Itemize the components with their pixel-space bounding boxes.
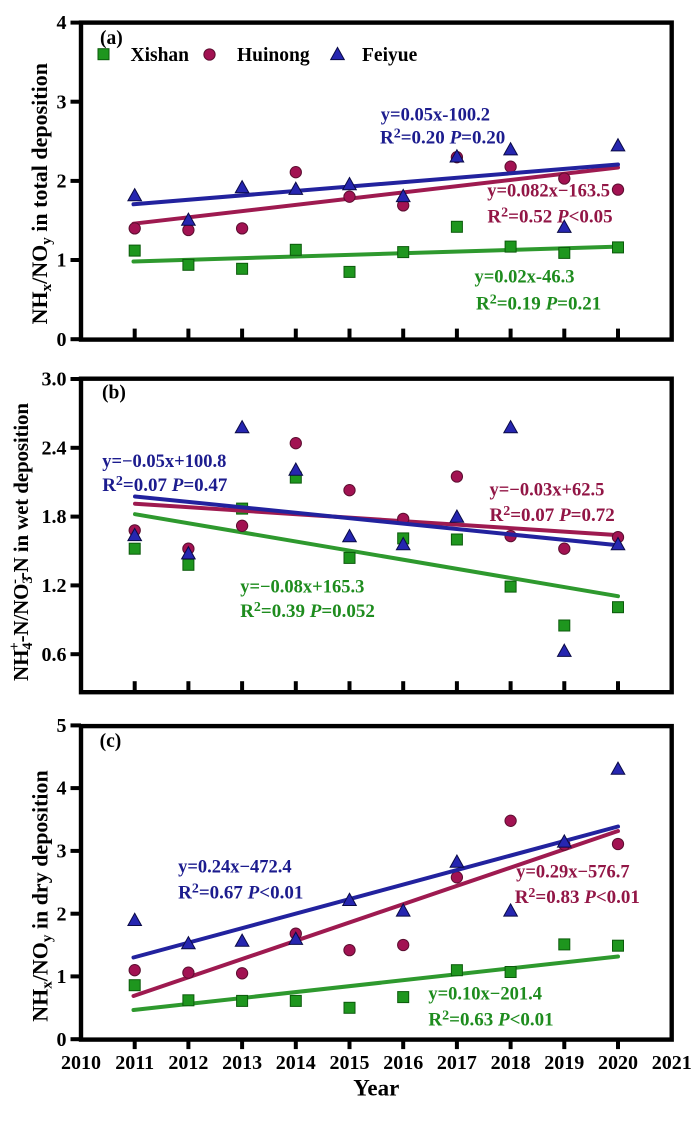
svg-text:y=0.05x-100.2: y=0.05x-100.2 [381, 105, 490, 125]
svg-text:R2=0.39 P=0.052: R2=0.39 P=0.052 [240, 600, 375, 622]
svg-text:R2=0.07 P=0.72: R2=0.07 P=0.72 [490, 504, 615, 526]
svg-text:2020: 2020 [598, 1052, 638, 1074]
svg-text:2: 2 [57, 903, 67, 925]
svg-text:2010: 2010 [61, 1052, 101, 1074]
svg-text:(b): (b) [102, 383, 126, 404]
svg-text:y=0.082x−163.5: y=0.082x−163.5 [487, 182, 610, 202]
svg-text:NHx/NOy in dry deposition: NHx/NOy in dry deposition [28, 770, 56, 1022]
svg-text:y=0.02x-46.3: y=0.02x-46.3 [475, 268, 575, 288]
svg-text:2013: 2013 [222, 1052, 262, 1074]
svg-text:0.6: 0.6 [42, 644, 67, 666]
svg-text:R2=0.83 P<0.01: R2=0.83 P<0.01 [515, 886, 640, 908]
svg-text:2014: 2014 [276, 1052, 316, 1074]
svg-text:2.4: 2.4 [42, 437, 67, 459]
svg-text:4: 4 [57, 778, 67, 800]
svg-text:R2=0.20 P=0.20: R2=0.20 P=0.20 [380, 126, 505, 148]
svg-text:(a): (a) [100, 28, 123, 49]
svg-text:2012: 2012 [168, 1052, 208, 1074]
svg-text:1.2: 1.2 [42, 575, 67, 597]
svg-text:y=0.24x−472.4: y=0.24x−472.4 [178, 858, 292, 878]
svg-text:Huinong: Huinong [237, 45, 310, 66]
svg-text:R2=0.63 P<0.01: R2=0.63 P<0.01 [428, 1009, 553, 1031]
svg-text:y=−0.05x+100.8: y=−0.05x+100.8 [102, 452, 226, 472]
svg-text:(c): (c) [100, 731, 122, 752]
svg-text:1.8: 1.8 [42, 506, 67, 528]
svg-text:NH4+-N/NO3--N in wet depositio: NH4+-N/NO3--N in wet deposition [7, 403, 36, 681]
svg-text:Feiyue: Feiyue [362, 45, 418, 66]
svg-text:2016: 2016 [383, 1052, 423, 1074]
svg-text:Xishan: Xishan [131, 45, 190, 66]
svg-text:5: 5 [57, 715, 67, 737]
svg-text:2018: 2018 [491, 1052, 531, 1074]
svg-text:0: 0 [57, 329, 67, 351]
svg-text:2019: 2019 [544, 1052, 584, 1074]
svg-text:Year: Year [353, 1076, 399, 1101]
svg-text:2011: 2011 [115, 1052, 154, 1074]
svg-text:0: 0 [57, 1029, 67, 1051]
svg-text:y=0.29x−576.7: y=0.29x−576.7 [516, 862, 630, 882]
svg-text:y=−0.08x+165.3: y=−0.08x+165.3 [240, 577, 364, 597]
svg-text:2021: 2021 [652, 1052, 692, 1074]
svg-text:R2=0.67 P<0.01: R2=0.67 P<0.01 [178, 881, 303, 903]
svg-text:y=0.10x−201.4: y=0.10x−201.4 [428, 985, 542, 1005]
svg-text:3: 3 [57, 91, 67, 113]
svg-text:R2=0.19 P=0.21: R2=0.19 P=0.21 [476, 293, 601, 315]
svg-text:2: 2 [57, 171, 67, 193]
svg-text:y=−0.03x+62.5: y=−0.03x+62.5 [490, 481, 605, 501]
svg-text:2017: 2017 [437, 1052, 477, 1074]
svg-text:2015: 2015 [330, 1052, 370, 1074]
svg-text:R2=0.52 P<0.05: R2=0.52 P<0.05 [487, 205, 612, 227]
svg-text:R2=0.07 P=0.47: R2=0.07 P=0.47 [102, 474, 228, 496]
svg-text:1: 1 [57, 966, 67, 988]
svg-text:3.0: 3.0 [42, 369, 67, 391]
svg-text:3: 3 [57, 841, 67, 863]
svg-text:4: 4 [57, 12, 67, 34]
svg-text:NHx/NOy in total deposition: NHx/NOy in total deposition [27, 63, 55, 324]
svg-text:1: 1 [57, 250, 67, 272]
